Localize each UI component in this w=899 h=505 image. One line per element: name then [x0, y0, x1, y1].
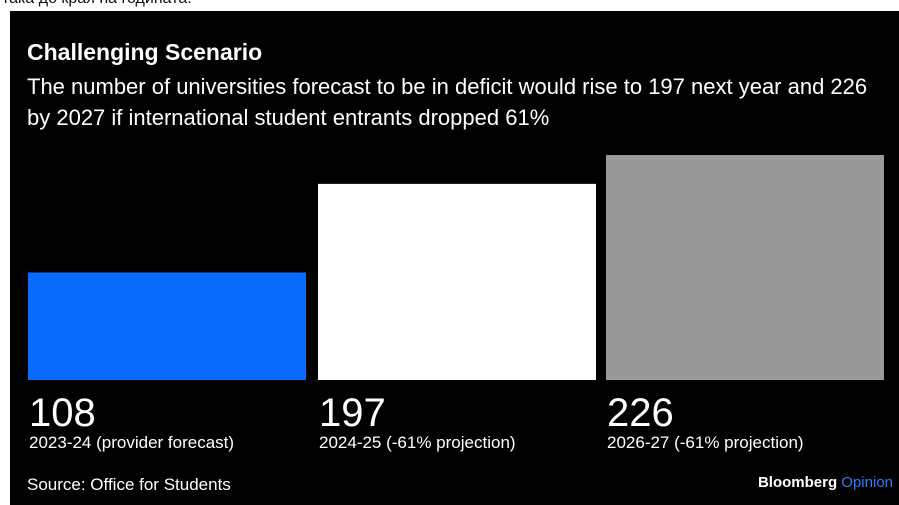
bar-2 — [318, 183, 596, 380]
cropped-caption: така до края на годината. — [0, 0, 899, 11]
chart-subtitle: The number of universities forecast to b… — [27, 74, 868, 130]
chart-title: Challenging Scenario — [27, 39, 263, 65]
value-label-3: 226 — [607, 391, 674, 435]
chart-card: Challenging Scenario The number of unive… — [10, 11, 899, 505]
category-label-1: 2023-24 (provider forecast) — [29, 433, 234, 452]
value-label-1: 108 — [29, 391, 96, 435]
cropped-caption-text: така до края на годината. — [2, 0, 192, 8]
bar-3 — [606, 155, 884, 380]
category-label-2: 2024-25 (-61% projection) — [319, 433, 516, 452]
value-label-2: 197 — [319, 391, 386, 435]
category-label-3: 2026-27 (-61% projection) — [607, 433, 804, 452]
source-note: Source: Office for Students — [27, 475, 231, 494]
brand-name: Bloomberg — [757, 474, 838, 491]
bloomberg-opinion-logo: Bloomberg Opinion — [758, 474, 893, 491]
bar-1 — [28, 272, 306, 380]
brand-section: Opinion — [841, 474, 893, 491]
